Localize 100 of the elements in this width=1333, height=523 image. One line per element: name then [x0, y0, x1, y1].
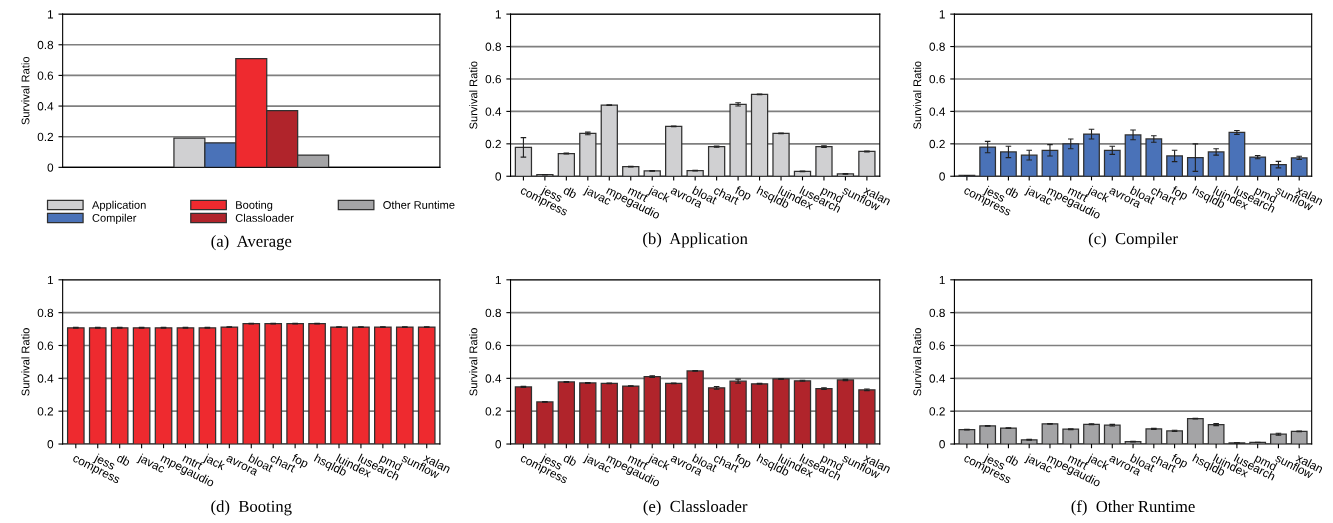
y-tick-label: 1 — [495, 275, 501, 285]
bar — [772, 378, 790, 445]
y-tick-label: 1 — [47, 275, 54, 285]
y-tick-label: 0.8 — [37, 40, 54, 50]
bar — [665, 125, 683, 177]
legend-label: Application — [91, 200, 146, 212]
y-tick-label: 0.4 — [37, 374, 54, 383]
bar — [1270, 433, 1287, 445]
y-axis-title: Survival Ratio — [21, 56, 30, 125]
y-axis-title: Survival Ratio — [913, 61, 922, 129]
y-axis-title: Survival Ratio — [913, 328, 922, 396]
bar — [622, 385, 640, 445]
bar — [1207, 151, 1225, 177]
y-tick-label: 0.6 — [485, 341, 501, 350]
bar — [557, 152, 576, 177]
y-tick-label: 0 — [47, 440, 54, 449]
y-tick-label: 0 — [939, 172, 945, 181]
x-axis-title: (d) Booting — [211, 500, 292, 516]
legend-label: Compiler — [92, 213, 137, 225]
bar — [557, 381, 576, 445]
x-axis-title: (f) Other Runtime — [1071, 500, 1195, 516]
bar — [836, 379, 855, 445]
y-tick-label: 1 — [939, 275, 945, 285]
bar — [536, 401, 554, 445]
y-tick-label: 0.2 — [929, 139, 945, 149]
bar — [665, 382, 683, 445]
bar — [686, 370, 704, 445]
bar — [1166, 430, 1184, 445]
bar — [815, 145, 833, 177]
y-tick-label: 0.4 — [485, 107, 502, 116]
y-tick-label: 0.4 — [929, 107, 946, 116]
bar — [1041, 149, 1059, 177]
bar — [815, 387, 833, 445]
bar — [514, 146, 533, 177]
y-tick-label: 0.8 — [929, 308, 945, 318]
bar — [958, 428, 976, 445]
y-tick-label: 0.8 — [485, 308, 501, 318]
x-axis-title: (b) Application — [643, 232, 748, 248]
bar — [579, 382, 597, 445]
bar — [1290, 430, 1308, 445]
y-tick-label: 0.2 — [485, 139, 501, 149]
x-axis-title: (a) Average — [211, 235, 292, 251]
bar — [707, 387, 726, 445]
bar — [1083, 423, 1100, 445]
bar — [1000, 427, 1017, 445]
y-tick-label: 0.8 — [37, 308, 54, 318]
bar — [1228, 131, 1246, 177]
bar — [1124, 134, 1142, 177]
bar — [1270, 163, 1287, 177]
bar — [1083, 133, 1100, 177]
bar — [729, 380, 747, 445]
y-tick-label: 0.8 — [485, 42, 501, 51]
bar — [729, 103, 747, 177]
bar — [643, 170, 661, 177]
y-tick-label: 0.6 — [929, 75, 945, 84]
bar — [600, 104, 618, 177]
x-axis-title: (e) Classloader — [643, 500, 748, 516]
bar — [1145, 138, 1163, 177]
y-tick-label: 0 — [47, 163, 54, 172]
legend-label: Other Runtime — [383, 200, 455, 209]
bar — [1249, 156, 1267, 177]
bar — [858, 150, 876, 177]
bar — [772, 132, 790, 177]
bar — [1186, 156, 1204, 177]
y-tick-label: 0.2 — [929, 407, 945, 416]
bar — [707, 145, 726, 177]
y-axis-title: Survival Ratio — [469, 328, 478, 396]
bar — [1062, 428, 1080, 445]
bar — [514, 386, 533, 445]
bar — [750, 93, 769, 177]
y-tick-label: 0.4 — [37, 102, 54, 111]
bar — [858, 389, 876, 445]
bar — [1041, 423, 1059, 445]
bar — [622, 165, 640, 177]
y-tick-label: 0.2 — [485, 407, 501, 416]
bar — [979, 146, 997, 177]
y-tick-label: 0.6 — [37, 71, 54, 80]
y-tick-label: 0.4 — [929, 374, 946, 383]
y-tick-label: 1 — [47, 10, 54, 19]
y-tick-label: 0.2 — [37, 132, 54, 142]
y-tick-label: 0 — [495, 440, 502, 449]
bar — [686, 170, 704, 177]
bar — [1000, 151, 1017, 177]
y-tick-label: 0.8 — [929, 42, 945, 51]
y-axis-title: Survival Ratio — [21, 328, 30, 396]
y-tick-label: 0 — [495, 172, 502, 181]
bar — [1103, 149, 1121, 177]
y-tick-label: 0.6 — [485, 75, 501, 84]
bar — [750, 383, 769, 445]
bar — [979, 425, 997, 445]
x-axis-title: (c) Compiler — [1088, 232, 1178, 248]
legend-label: Classloader — [235, 213, 294, 222]
y-tick-label: 0.2 — [37, 407, 54, 416]
y-tick-label: 0.6 — [37, 341, 54, 350]
y-axis-title: Survival Ratio — [469, 61, 478, 129]
bar — [600, 382, 618, 445]
bar — [1166, 155, 1184, 177]
legend-label: Booting — [236, 200, 273, 212]
bar — [793, 380, 812, 445]
bar — [579, 132, 597, 177]
